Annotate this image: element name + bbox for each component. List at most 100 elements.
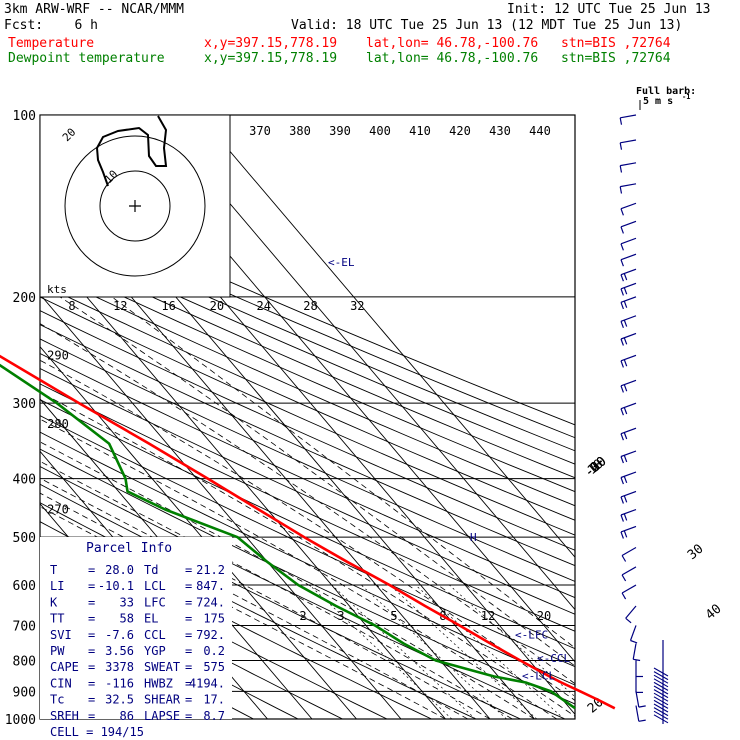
parcel-equals: = — [185, 612, 192, 626]
pressure-tick-label: 100 — [13, 109, 36, 124]
parcel-key: SWEAT — [144, 660, 180, 674]
dry-adiabat-line — [40, 415, 575, 668]
pressure-tick-label: 200 — [13, 291, 36, 306]
parcel-key: SVI — [50, 628, 72, 642]
parcel-equals: = — [185, 709, 192, 723]
wind-barb — [620, 315, 637, 329]
pressure-tick-label: 300 — [13, 397, 36, 412]
moist-adiabat-label: 400 — [369, 124, 391, 138]
parcel-equals: = — [88, 644, 95, 658]
dry-adiabat-line — [40, 196, 575, 426]
parcel-value: 58 — [120, 612, 134, 626]
dry-adiabat-line — [40, 368, 575, 615]
isotherm-line — [0, 115, 1, 719]
wind-barb — [629, 625, 638, 644]
header: 3km ARW-WRF -- NCAR/MMM Init: 12 UTC Tue… — [0, 0, 740, 70]
wind-barb — [620, 490, 637, 504]
parcel-equals: = — [185, 628, 192, 642]
mixing-ratio-line — [449, 584, 575, 698]
moist-adiabat-label: 370 — [249, 124, 271, 138]
dry-adiabat-label: 280 — [47, 417, 69, 431]
mixing-ratio-label: 5 — [390, 609, 397, 623]
hodograph-axis-label: 24 — [256, 299, 270, 313]
level-annotation: <-LCL — [522, 669, 555, 682]
wind-barb — [620, 508, 637, 522]
temperature-legend-label: Temperature — [8, 36, 95, 51]
mixing-ratio-label: 2 — [299, 609, 306, 623]
wind-barb — [620, 282, 637, 296]
parcel-value: 4194. — [189, 676, 225, 690]
isotherm-label: 40 — [703, 602, 725, 624]
isotherm-line — [198, 115, 575, 558]
parcel-info-background — [40, 537, 232, 719]
wind-barb — [632, 643, 641, 662]
wind-barb — [620, 354, 637, 368]
dewpoint-profile — [0, 363, 576, 710]
parcel-value: 175 — [203, 612, 225, 626]
dewpoint-xy: x,y=397.15,778.19 — [204, 51, 338, 66]
parcel-equals: = — [88, 579, 95, 593]
dry-adiabat-line — [40, 219, 575, 452]
surface-barb-cluster — [653, 640, 669, 724]
parcel-equals: = — [88, 693, 95, 707]
wind-barb — [621, 546, 637, 562]
mixing-ratio-line — [309, 584, 453, 719]
hodograph-ring — [99, 170, 171, 242]
parcel-key: CCL — [144, 628, 166, 642]
parcel-value: 33 — [120, 595, 134, 609]
dewpoint-legend-label: Dewpoint temperature — [8, 51, 165, 66]
valid-time: Valid: 18 UTC Tue 25 Jun 13 (12 MDT Tue … — [291, 18, 683, 33]
temperature-xy: x,y=397.15,778.19 — [204, 36, 338, 51]
moist-adiabat-line — [40, 244, 575, 649]
parcel-value: 17. — [203, 693, 225, 707]
level-annotation: H — [470, 531, 477, 544]
init-time: Init: 12 UTC Tue 25 Jun 13 — [507, 2, 711, 17]
pressure-tick-label: 900 — [13, 685, 36, 700]
pressure-tick-label: 500 — [13, 531, 36, 546]
moist-adiabat-line — [40, 441, 535, 719]
dry-adiabat-line — [40, 353, 575, 599]
hodograph-axis-label: 8 — [68, 299, 75, 313]
barb-note-sup: -1 — [682, 93, 690, 101]
parcel-value: 792. — [196, 628, 225, 642]
moist-adiabat-line — [40, 460, 513, 719]
mixing-ratio-label: 12 — [481, 609, 495, 623]
temperature-latlon: lat,lon= 46.78,-100.76 — [366, 36, 539, 51]
barb-note-line2: 5 m s — [643, 96, 673, 107]
dry-adiabat-line — [40, 310, 575, 551]
parcel-key: HWBZ — [144, 676, 173, 690]
wind-barb — [619, 139, 637, 150]
wind-barb — [625, 605, 637, 624]
level-annotation: <-EL — [328, 256, 355, 269]
hodograph-axis-label: 32 — [350, 299, 364, 313]
moist-adiabat-label: 390 — [329, 124, 351, 138]
parcel-key: PW — [50, 644, 65, 658]
parcel-key: SHEAR — [144, 693, 181, 707]
dry-adiabat-line — [40, 283, 575, 521]
dry-adiabat-line — [40, 244, 575, 479]
moist-adiabat-line — [40, 359, 575, 701]
wind-barb — [620, 253, 637, 267]
wind-barb — [621, 584, 637, 600]
wind-barb — [620, 402, 637, 416]
parcel-key: LCL — [144, 579, 166, 593]
isotherm-line — [154, 115, 575, 611]
parcel-equals: = — [88, 595, 95, 609]
parcel-equals: = — [88, 628, 95, 642]
parcel-value: -7.6 — [105, 628, 134, 642]
dry-adiabat-line — [40, 383, 575, 632]
hodograph-axis-label: 20 — [210, 299, 224, 313]
parcel-key: TT — [50, 612, 64, 626]
wind-barb — [620, 427, 637, 441]
dry-adiabat-line — [40, 270, 575, 507]
dry-adiabat-label: 290 — [47, 348, 69, 362]
barb-note-line1: Full barb: — [636, 86, 696, 97]
hodograph-trace — [95, 115, 168, 187]
moist-adiabat-label: 440 — [529, 124, 551, 138]
level-annotation: <-LFC — [515, 628, 548, 641]
parcel-value: 32.5 — [105, 693, 134, 707]
pressure-tick-label: 600 — [13, 579, 36, 594]
